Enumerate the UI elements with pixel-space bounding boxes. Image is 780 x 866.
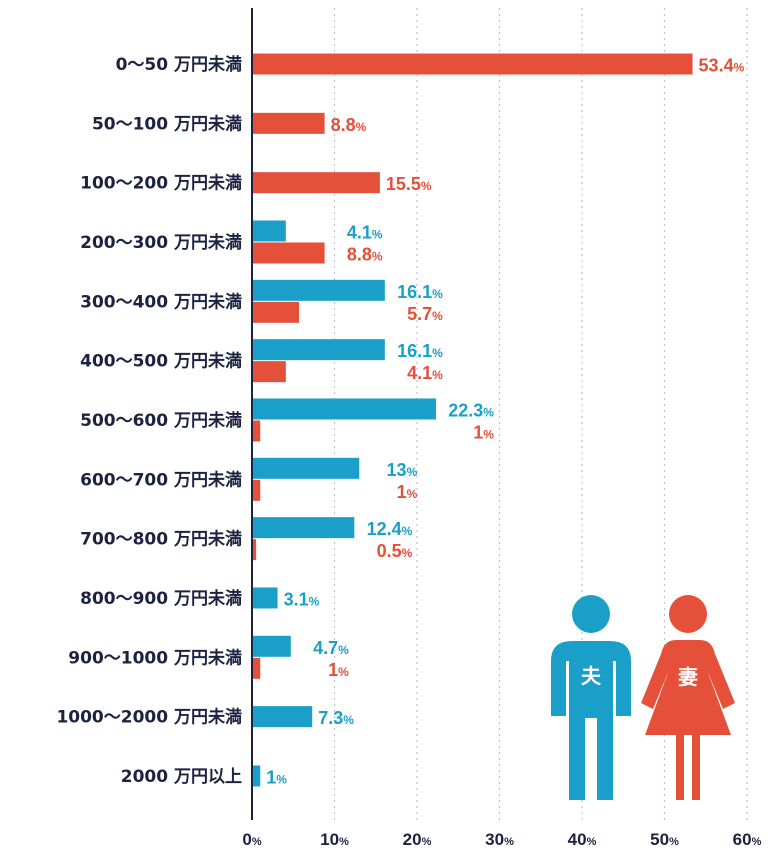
x-tick-label: 10% <box>320 830 349 849</box>
category-label: 1000～2000 万円未満 <box>56 707 242 728</box>
value-label: 1% <box>397 482 418 502</box>
value-label: 22.3% <box>448 400 494 420</box>
category-label: 50～100 万円未満 <box>92 113 242 134</box>
x-tick-label: 60% <box>733 830 762 849</box>
husband-bar <box>253 220 286 242</box>
ticks-layer: 0% 10% 20% 30% 40% 50% 60% <box>242 830 761 849</box>
wife-legend-label: 妻 <box>678 665 698 689</box>
category-label: 600～700 万円未満 <box>80 469 242 490</box>
value-label: 15.5% <box>386 174 432 194</box>
value-label: 4.1% <box>347 222 383 242</box>
husband-bar <box>253 398 436 420</box>
husband-bar <box>253 457 360 479</box>
wife-bar <box>253 172 380 194</box>
wife-bar <box>253 539 257 561</box>
category-label: 800～900 万円未満 <box>80 588 242 609</box>
value-label: 8.8% <box>331 115 367 135</box>
value-label: 13% <box>387 460 418 480</box>
x-tick-label: 50% <box>650 830 679 849</box>
value-label: 8.8% <box>347 244 383 264</box>
x-tick-label: 30% <box>485 830 514 849</box>
value-label: 0.5% <box>377 541 413 561</box>
wife-bar <box>253 657 261 679</box>
wife-bar <box>253 420 261 442</box>
category-label: 700～800 万円未満 <box>80 529 242 550</box>
wife-bar <box>253 112 325 134</box>
husband-bar <box>253 706 313 728</box>
category-label: 200～300 万円未満 <box>80 232 242 253</box>
value-label: 1% <box>473 422 494 442</box>
wife-bar <box>253 301 300 323</box>
value-label: 12.4% <box>367 519 413 539</box>
category-label: 900～1000 万円未満 <box>68 647 242 668</box>
value-label: 53.4% <box>699 56 745 76</box>
husband-bar <box>253 339 385 361</box>
category-label: 2000 万円以上 <box>121 767 242 787</box>
wife-bar <box>253 361 286 383</box>
category-label: 300～400 万円未満 <box>80 291 242 312</box>
wife-bar <box>253 53 693 75</box>
husband-bar <box>253 279 385 301</box>
legend: 夫 妻 <box>551 595 735 800</box>
husband-bar <box>253 765 261 787</box>
grid-layer <box>251 8 748 820</box>
bars-layer <box>253 53 693 787</box>
category-label: 0～50 万円未満 <box>116 54 242 75</box>
man-icon <box>551 595 631 800</box>
category-label: 500～600 万円未満 <box>80 410 242 431</box>
husband-bar <box>253 517 355 539</box>
value-label: 16.1% <box>397 341 443 361</box>
value-label: 1% <box>266 767 287 787</box>
value-label: 4.1% <box>407 363 443 383</box>
value-label: 16.1% <box>397 282 443 302</box>
husband-bar <box>253 587 278 609</box>
wife-bar <box>253 242 325 264</box>
x-tick-label: 0% <box>242 830 261 849</box>
x-tick-label: 20% <box>403 830 432 849</box>
wife-bar <box>253 479 261 501</box>
value-label: 1% <box>328 660 349 680</box>
woman-icon <box>641 595 735 800</box>
husband-legend-label: 夫 <box>581 664 602 688</box>
value-label: 5.7% <box>407 304 443 324</box>
husband-bar <box>253 635 291 657</box>
labels-layer: 0～50 万円未満 53.4% 50～100 万円未満 8.8% 100～200 万円未… <box>56 54 744 787</box>
value-label: 3.1% <box>284 589 320 609</box>
category-label: 400～500 万円未満 <box>80 351 242 372</box>
x-tick-label: 40% <box>568 830 597 849</box>
value-label: 7.3% <box>318 708 354 728</box>
category-label: 100～200 万円未満 <box>80 173 242 194</box>
value-label: 4.7% <box>313 638 349 658</box>
